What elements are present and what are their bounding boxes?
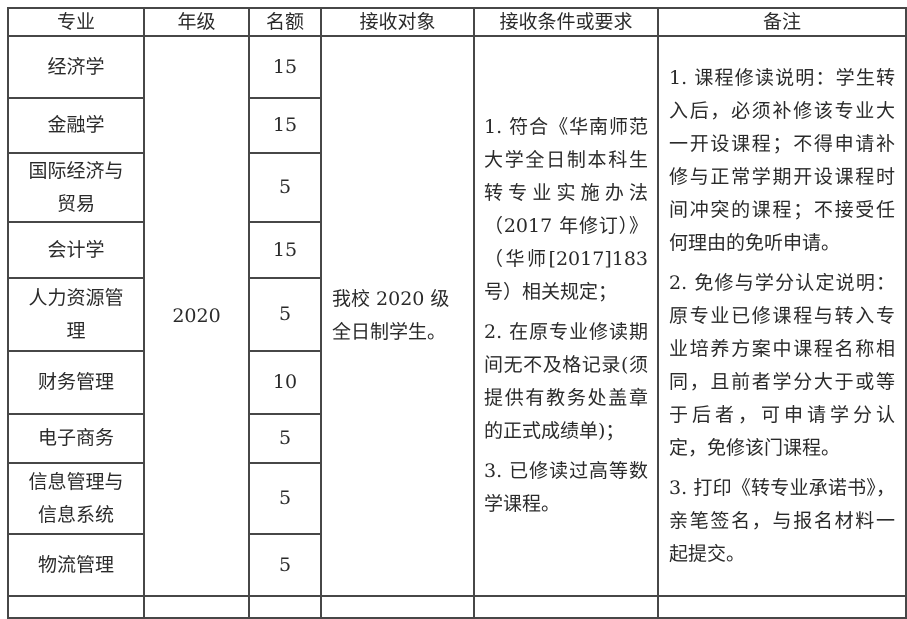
major-cell: 物流管理 (7, 533, 145, 597)
condition-item: 3. 已修读过高等数学课程。 (484, 460, 648, 515)
document-page: { "table": { "headers": ["专业", "年级", "名额… (7, 7, 907, 619)
grade-cell (143, 595, 250, 619)
major-transfer-quota-table: 专业 年级 名额 接收对象 接收条件或要求 备注 经济学 2020 15 我校 … (7, 7, 907, 619)
major-cell: 经济学 (7, 35, 145, 99)
condition-item: 2. 在原专业修读期间无不及格记录(须提供有教务处盖章的正式成绩单)； (484, 321, 648, 442)
quota-cell: 15 (248, 221, 322, 279)
header-major: 专业 (7, 7, 145, 37)
quota-cell: 15 (248, 97, 322, 154)
major-cell: 信息管理与信息系统 (7, 462, 145, 535)
major-cell: 电子商务 (7, 413, 145, 464)
header-conditions: 接收条件或要求 (473, 7, 659, 37)
target-cell: 我校 2020 级全日制学生。 (320, 35, 475, 597)
grade-cell: 2020 (143, 35, 250, 597)
target-cell (320, 595, 475, 619)
partial-row (7, 595, 907, 619)
major-cell: 会计学 (7, 221, 145, 279)
table-row: 经济学 2020 15 我校 2020 级全日制学生。 1. 符合《华南师范大学… (7, 35, 907, 597)
quota-cell: 10 (248, 350, 322, 415)
quota-cell: 5 (248, 533, 322, 597)
remarks-cell: 1. 课程修读说明：学生转入后，必须补修该专业大一开设课程；不得申请补修与正常学… (657, 35, 907, 597)
quota-cell: 5 (248, 152, 322, 223)
table-body: 经济学 2020 15 我校 2020 级全日制学生。 1. 符合《华南师范大学… (7, 35, 907, 619)
header-quota: 名额 (248, 7, 322, 37)
header-grade: 年级 (143, 7, 250, 37)
table-row: 国际经济与贸易 5 (7, 152, 906, 223)
table-row: 会计学 15 (7, 221, 906, 279)
quota-cell: 5 (248, 413, 322, 464)
table-header: 专业 年级 名额 接收对象 接收条件或要求 备注 (7, 7, 907, 37)
table-row: 财务管理 10 (7, 350, 906, 415)
table-row: 人力资源管理 5 (7, 277, 906, 352)
remark-item: 3. 打印《转专业承诺书》，亲笔签名，与报名材料一起提交。 (669, 476, 895, 565)
conditions-cell (473, 595, 659, 619)
quota-cell (248, 595, 322, 619)
quota-cell: 5 (248, 277, 322, 352)
major-cell: 财务管理 (7, 350, 145, 415)
header-row: 专业 年级 名额 接收对象 接收条件或要求 备注 (7, 7, 907, 37)
condition-item: 1. 符合《华南师范大学全日制本科生转专业实施办法（2017 年修订）》（华师[… (484, 116, 648, 303)
major-cell: 金融学 (7, 97, 145, 154)
major-cell: 人力资源管理 (7, 277, 145, 352)
quota-cell: 15 (248, 35, 322, 99)
quota-cell: 5 (248, 462, 322, 535)
major-cell: 国际经济与贸易 (7, 152, 145, 223)
table-row: 信息管理与信息系统 5 (7, 462, 906, 535)
major-cell (7, 595, 145, 619)
table-row: 电子商务 5 (7, 413, 906, 464)
table-row: 金融学 15 (7, 97, 906, 154)
remark-item: 1. 课程修读说明：学生转入后，必须补修该专业大一开设课程；不得申请补修与正常学… (669, 66, 895, 254)
remark-item: 2. 免修与学分认定说明：原专业已修课程与转入专业培养方案中课程名称相同，且前者… (669, 271, 895, 459)
header-remarks: 备注 (657, 7, 907, 37)
header-target: 接收对象 (320, 7, 475, 37)
conditions-cell: 1. 符合《华南师范大学全日制本科生转专业实施办法（2017 年修订）》（华师[… (473, 35, 659, 597)
table-row: 物流管理 5 (7, 533, 906, 597)
remarks-cell (657, 595, 907, 619)
